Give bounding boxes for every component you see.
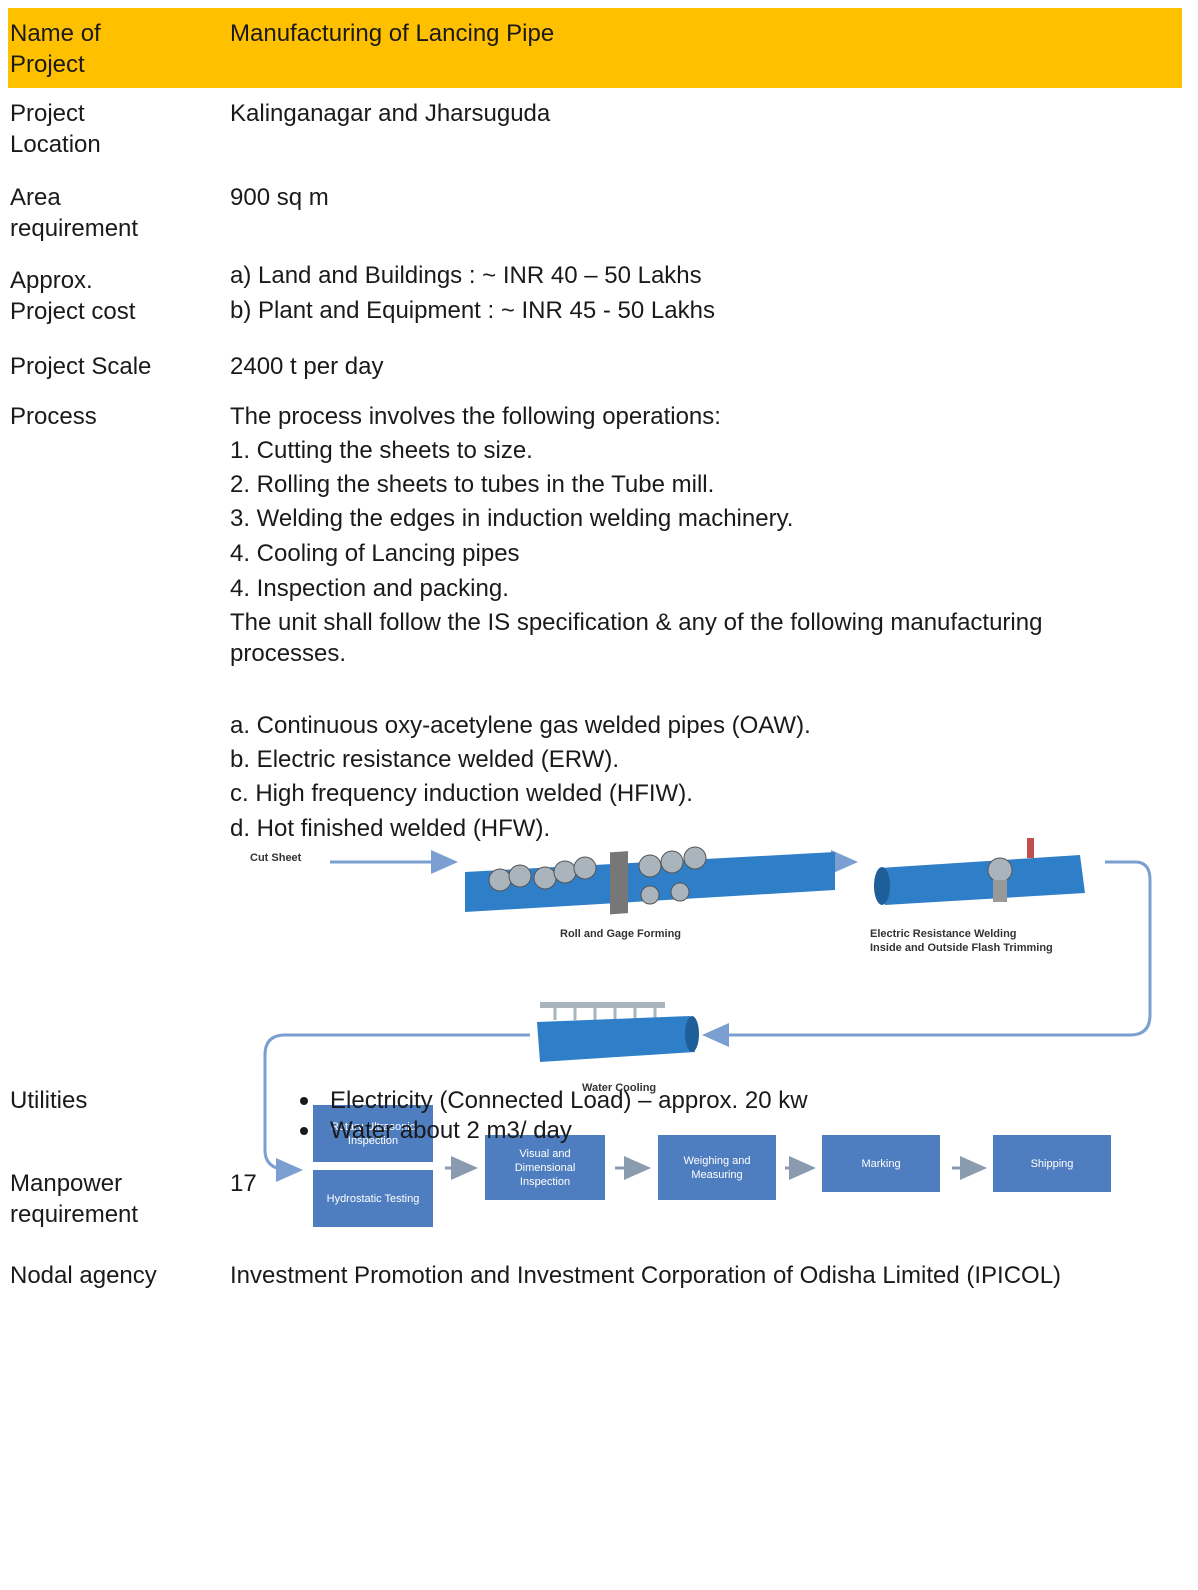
diagram-label: Water Cooling [582, 1082, 657, 1094]
row-label: Project Location [10, 100, 101, 158]
row-value: a) Land and Buildings : ~ INR 40 – 50 La… [230, 262, 702, 289]
diagram-label: Electric Resistance Welding [870, 928, 1017, 940]
row-label: Utilities [10, 1087, 88, 1114]
process-line: a. Continuous oxy-acetylene gas welded p… [230, 712, 811, 739]
bullet [300, 1097, 308, 1105]
process-line: 1. Cutting the sheets to size. [230, 437, 533, 464]
row-label: Project Scale [10, 353, 152, 380]
header-value: Manufacturing of Lancing Pipe [230, 20, 555, 47]
process-line: 4. Cooling of Lancing pipes [230, 540, 520, 567]
row-label: Area requirement [10, 184, 139, 242]
pipes [465, 838, 1085, 1062]
process-line: 3. Welding the edges in induction weldin… [230, 505, 794, 532]
row-value: 2400 t per day [230, 353, 384, 380]
process-line: d. Hot finished welded (HFW). [230, 815, 551, 842]
bullet [300, 1127, 308, 1135]
box-label: Hydrostatic Testing [326, 1192, 420, 1205]
process-line: b. Electric resistance welded (ERW). [230, 746, 620, 773]
row-value: b) Plant and Equipment : ~ INR 45 - 50 L… [230, 297, 715, 324]
diagram-label: Roll and Gage Forming [560, 928, 682, 940]
box-label: Marking [861, 1157, 901, 1170]
box-label: Rotary Ultrasonic Inspection [330, 1120, 416, 1147]
diagram-label: Cut Sheet [250, 852, 302, 864]
row-label: Approx. Project cost [10, 267, 136, 325]
process-line: 2. Rolling the sheets to tubes in the Tu… [230, 471, 715, 498]
box-label: Visual and Dimensional Inspection [514, 1147, 576, 1188]
diagram-label: Inside and Outside Flash Trimming [870, 942, 1053, 954]
row-value: Investment Promotion and Investment Corp… [230, 1262, 1062, 1289]
row-label: Process [10, 403, 97, 430]
box-label: Shipping [1030, 1157, 1074, 1170]
process-line: The process involves the following opera… [230, 403, 721, 430]
row-label: Nodal agency [10, 1262, 157, 1289]
process-line: c. High frequency induction welded (HFIW… [230, 780, 693, 807]
boxes [313, 1105, 1111, 1227]
bullet-text: Electricity (Connected Load) – approx. 2… [330, 1087, 808, 1114]
process-line: 4. Inspection and packing. [230, 575, 509, 602]
box-label: Weighing and Measuring [683, 1154, 751, 1181]
bullet-text: Water about 2 m3/ day [330, 1117, 572, 1144]
header-label: Name of Project [10, 20, 101, 78]
process-line: The unit shall follow the IS specificati… [230, 609, 1043, 667]
row-value: 17 [230, 1170, 257, 1197]
row-value: 900 sq m [230, 184, 329, 211]
row-value: Kalinganagar and Jharsuguda [230, 100, 551, 127]
row-label: Manpower requirement [10, 1170, 139, 1228]
header-band [8, 8, 1182, 88]
